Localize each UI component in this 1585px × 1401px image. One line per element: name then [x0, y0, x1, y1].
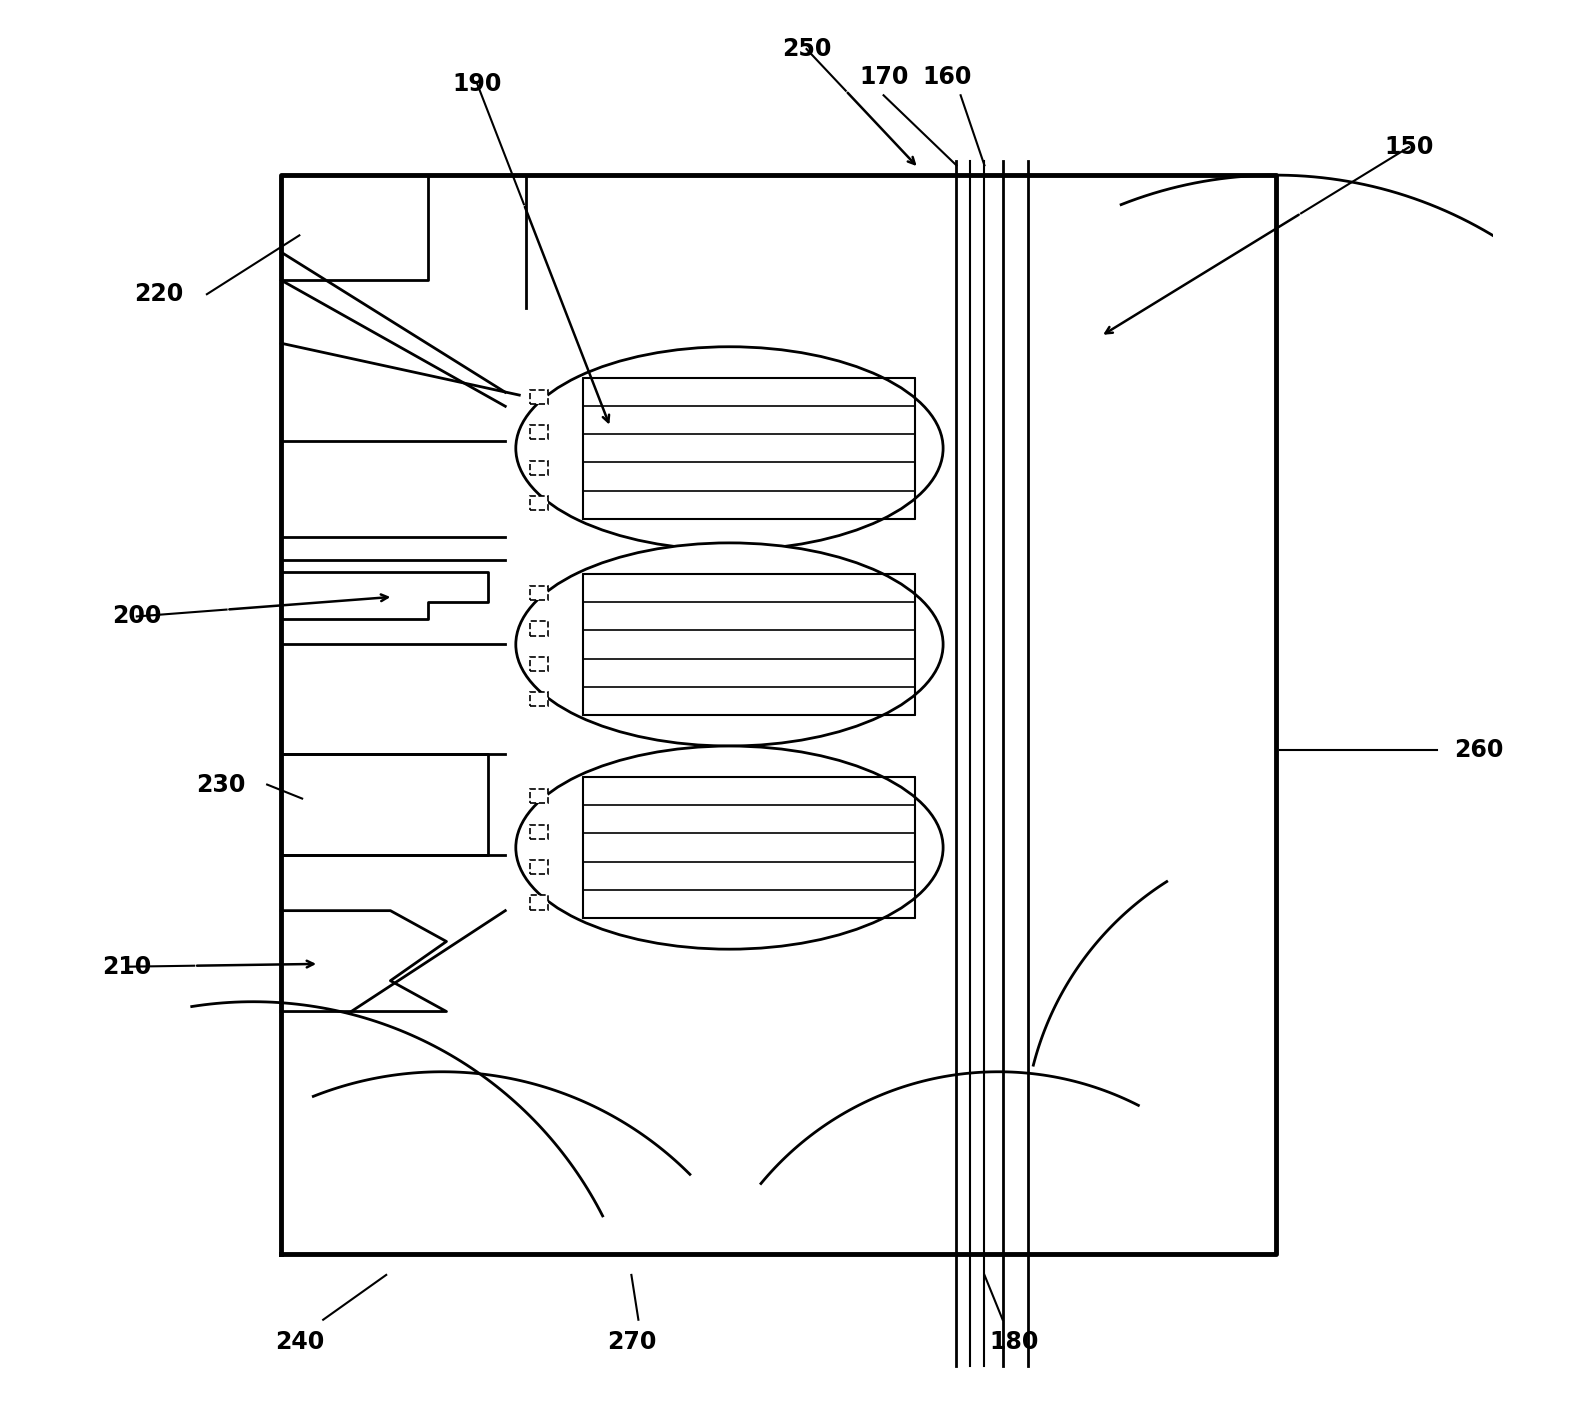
Text: 200: 200: [113, 604, 162, 629]
Text: 220: 220: [135, 282, 184, 307]
Ellipse shape: [515, 745, 943, 950]
Bar: [529, 860, 548, 874]
Text: 270: 270: [607, 1330, 656, 1355]
Text: 210: 210: [103, 954, 152, 979]
Bar: [529, 586, 548, 600]
Text: 150: 150: [1384, 134, 1433, 160]
Bar: [529, 461, 548, 475]
Bar: [529, 389, 548, 403]
Text: 260: 260: [1455, 737, 1504, 762]
Bar: [529, 789, 548, 803]
Text: 160: 160: [922, 64, 972, 90]
Text: 180: 180: [989, 1330, 1038, 1355]
Bar: [529, 496, 548, 510]
Bar: [529, 657, 548, 671]
Bar: [529, 426, 548, 440]
Text: 170: 170: [859, 64, 908, 90]
Text: 190: 190: [453, 71, 502, 97]
Bar: [529, 622, 548, 636]
Text: 250: 250: [781, 36, 831, 62]
Bar: [529, 692, 548, 706]
Bar: [529, 895, 548, 909]
Text: 240: 240: [274, 1330, 323, 1355]
Ellipse shape: [515, 544, 943, 745]
Bar: [529, 825, 548, 839]
Ellipse shape: [515, 347, 943, 551]
Text: 230: 230: [197, 772, 246, 797]
